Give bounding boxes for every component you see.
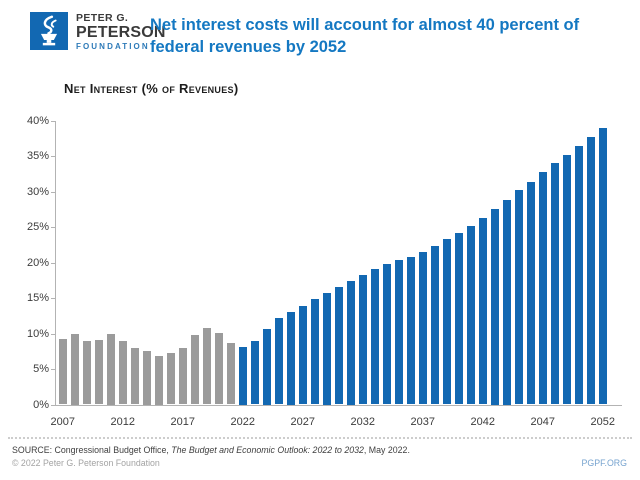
bar-2037 (418, 251, 428, 405)
pgpf-org-link[interactable]: PGPF.ORG (581, 458, 627, 468)
bar-2014 (142, 350, 152, 405)
bar-2046 (526, 181, 535, 405)
y-tick-label: 35% (26, 150, 49, 162)
bar-2051 (586, 136, 595, 405)
bar-2041 (466, 226, 476, 405)
y-tick (51, 404, 55, 406)
x-tick-label: 2012 (110, 415, 136, 428)
y-tick-label: 30% (26, 185, 49, 198)
y-tick-label: 15% (26, 292, 49, 304)
logo-line-1: PETER G. (76, 12, 129, 24)
bar-2007 (58, 339, 67, 405)
logo-line-2: PETERSON (76, 23, 166, 41)
bar-2043 (490, 209, 500, 405)
bar-2018 (190, 334, 200, 405)
y-tick-label: 10% (26, 327, 49, 340)
bar-2049 (562, 154, 571, 405)
bar-2012 (118, 340, 127, 405)
bar-2027 (298, 305, 308, 405)
bar-2035 (394, 260, 404, 405)
bar-2023 (250, 341, 260, 405)
bar-2025 (274, 317, 284, 405)
bar-2048 (550, 163, 559, 405)
bar-2031 (346, 281, 356, 405)
copyright: © 2022 Peter G. Peterson Foundation (12, 458, 160, 468)
y-tick (51, 369, 55, 370)
y-tick (51, 227, 55, 228)
bar-2022 (238, 347, 248, 405)
bar-2010 (94, 339, 103, 405)
bar-2039 (442, 239, 452, 405)
x-tick-label: 2037 (410, 415, 436, 428)
bar-2045 (514, 190, 523, 405)
bar-2034 (382, 263, 392, 405)
bar-2017 (178, 348, 188, 405)
y-tick-label: 40% (26, 114, 49, 127)
bar-2032 (358, 275, 368, 405)
x-tick-label: 2027 (290, 415, 316, 428)
bar-2047 (538, 172, 547, 405)
y-tick (51, 262, 55, 264)
bar-2033 (370, 268, 380, 405)
x-tick-label: 2017 (170, 415, 196, 428)
pgpf-logo (30, 12, 68, 50)
torch-icon (30, 15, 68, 54)
bar-2015 (154, 355, 164, 405)
bar-2030 (334, 286, 344, 405)
page-title: Net interest costs will account for almo… (150, 16, 580, 56)
y-tick (51, 298, 55, 299)
bar-2028 (310, 299, 320, 405)
x-tick-label: 2032 (350, 415, 376, 428)
bar-2038 (430, 246, 440, 405)
bar-2050 (574, 146, 583, 405)
source-suffix: , May 2022. (363, 445, 410, 455)
y-tick-label: 5% (33, 363, 49, 375)
y-tick-label: 0% (33, 398, 49, 411)
x-tick-label: 2047 (530, 415, 556, 428)
bar-2052 (598, 128, 607, 405)
bar-2024 (262, 328, 272, 405)
bar-2042 (478, 217, 488, 405)
bar-2029 (322, 293, 332, 405)
source-prefix: SOURCE: Congressional Budget Office, (12, 445, 172, 455)
x-tick-label: 2022 (230, 415, 256, 428)
source-note: SOURCE: Congressional Budget Office, The… (12, 445, 410, 455)
bar-2040 (454, 233, 464, 405)
bar-2019 (202, 327, 212, 405)
bar-2009 (82, 341, 91, 405)
dotted-separator (8, 437, 632, 439)
y-tick (51, 333, 55, 335)
bar-2011 (106, 333, 115, 405)
y-tick-label: 20% (26, 256, 49, 269)
x-tick-label: 2007 (50, 415, 76, 428)
bar-2008 (70, 333, 79, 405)
bar-2021 (226, 342, 236, 405)
y-tick (51, 191, 55, 193)
x-tick-label: 2042 (470, 415, 496, 428)
bar-2026 (286, 311, 296, 405)
source-publication: The Budget and Economic Outlook: 2022 to… (171, 445, 364, 455)
y-axis (55, 120, 56, 405)
bar-2036 (406, 256, 416, 405)
x-tick-label: 2052 (590, 415, 616, 428)
y-tick (51, 156, 55, 157)
bar-2016 (166, 352, 176, 405)
y-tick (51, 120, 55, 122)
logo-wordmark: PETER G. PETERSON FOUNDATION (76, 13, 166, 51)
logo-line-3: FOUNDATION (76, 41, 150, 51)
x-axis (55, 404, 622, 406)
bar-2044 (502, 200, 512, 405)
bar-2020 (214, 332, 224, 405)
bar-2013 (130, 347, 140, 405)
y-tick-label: 25% (26, 221, 49, 233)
chart-subtitle: Net Interest (% of Revenues) (64, 81, 239, 96)
